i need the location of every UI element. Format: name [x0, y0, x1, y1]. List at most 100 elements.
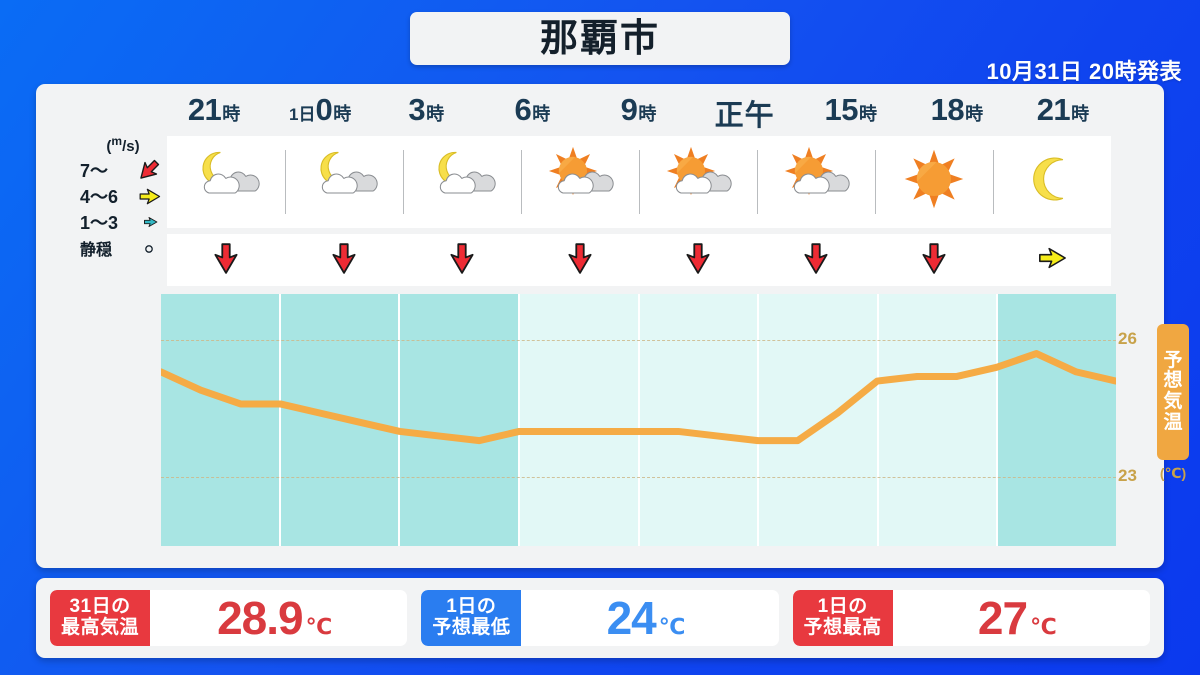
- summary-card-value: 24 ℃: [521, 591, 778, 645]
- moon-cloud-icon: [303, 143, 385, 222]
- page-title: 那覇市: [539, 17, 660, 60]
- hour-label: 正午: [692, 92, 798, 132]
- hour-label-suffix: 時: [222, 104, 241, 124]
- weather-icon-cell: [285, 136, 403, 228]
- hour-label: 21 時: [161, 92, 267, 132]
- wind-legend-unit: (m/s): [106, 134, 140, 155]
- hour-label-suffix: 時: [333, 104, 352, 124]
- chart-band-night: [398, 294, 518, 546]
- summary-tag-line2: 最高気温: [61, 617, 140, 638]
- summary-card: 1日の 予想最低 24 ℃: [421, 590, 779, 646]
- moon-cloud-icon: [185, 143, 267, 222]
- summary-temperature-value: 28.9: [217, 592, 304, 644]
- wind-legend-row: 静穏: [80, 235, 166, 261]
- wind-legend-label: 7〜: [80, 161, 109, 181]
- hour-label-value: 18: [930, 92, 965, 127]
- weather-icon-cell: [875, 136, 993, 228]
- y-tick-label: 26: [1118, 328, 1137, 348]
- hour-label-value: 0: [315, 92, 333, 127]
- wind-legend-row: 7〜: [80, 157, 166, 183]
- issued-timestamp: 10月31日 20時発表: [986, 59, 1182, 84]
- summary-temperature-unit: ℃: [305, 614, 333, 639]
- hour-label-value: 9: [620, 92, 638, 127]
- wind-legend-row: 1〜3: [80, 209, 166, 235]
- wind-arrow-icon: [681, 241, 715, 280]
- temperature-polyline: [161, 354, 1116, 441]
- wind-legend: (m/s) 7〜 4〜6 1〜3 静穏: [80, 134, 166, 259]
- hour-label-value: 6: [514, 92, 532, 127]
- temperature-axis: 26 23: [1118, 294, 1160, 546]
- summary-tag-line2: 予想最高: [803, 617, 882, 638]
- summary-bar: 31日の 最高気温 28.9 ℃ 1日の 予想最低 24 ℃ 1日の 予想最高 27 ℃: [36, 578, 1164, 658]
- hour-label: 15 時: [798, 92, 904, 132]
- sun-cloud-icon: [657, 143, 739, 222]
- weather-icon-row: [167, 136, 1111, 228]
- summary-card-tag: 1日の 予想最低: [421, 590, 522, 646]
- sun-cloud-icon: [775, 143, 857, 222]
- summary-card-value: 28.9 ℃: [150, 591, 407, 645]
- hour-label-prefix: 1日: [289, 105, 316, 124]
- weather-icon-cell: [403, 136, 521, 228]
- temperature-line: [161, 294, 1116, 546]
- axis-label-char: 温: [1163, 411, 1183, 433]
- hour-label-suffix: 時: [965, 104, 984, 124]
- hour-label: 21 時: [1010, 92, 1116, 132]
- wind-arrow-cell: [403, 234, 521, 286]
- moon-icon: [1011, 143, 1093, 222]
- summary-card-tag: 1日の 予想最高: [792, 590, 893, 646]
- chart-band-night: [996, 294, 1116, 546]
- weather-icon-cell: [993, 136, 1111, 228]
- wind-arrow-icon: [209, 241, 243, 280]
- location-title-plate: 那覇市: [410, 12, 790, 65]
- wind-legend-label: 4〜6: [80, 187, 119, 207]
- chart-band-day: [757, 294, 877, 546]
- wind-arrow-cell: [167, 234, 285, 286]
- summary-tag-line1: 31日の: [69, 596, 131, 618]
- wind-arrow-row: [167, 234, 1111, 286]
- wind-arrow-icon: [327, 241, 361, 280]
- hour-label-value: 21: [187, 92, 222, 127]
- wind-arrow-icon: [799, 241, 833, 280]
- summary-tag-line1: 1日の: [446, 596, 497, 618]
- wind-arrow-cell: [285, 234, 403, 286]
- hour-label-value: 3: [408, 92, 426, 127]
- summary-card: 31日の 最高気温 28.9 ℃: [50, 590, 408, 646]
- summary-card-tag: 31日の 最高気温: [50, 590, 151, 646]
- hour-label-suffix: 時: [638, 104, 657, 124]
- hour-label-suffix: 時: [532, 104, 551, 124]
- hour-label-value: 正午: [714, 100, 775, 132]
- summary-temperature-value: 27: [977, 592, 1028, 644]
- chart-band-day: [637, 294, 758, 546]
- moon-cloud-icon: [421, 143, 503, 222]
- wind-arrow-cell: [757, 234, 875, 286]
- hour-axis: 21 時 1日 0 時 3 時 6 時 9 時正午 15 時 18 時 21 時: [161, 92, 1116, 132]
- hour-label-suffix: 時: [426, 104, 445, 124]
- axis-label-char: 気: [1163, 391, 1183, 412]
- hour-label: 18 時: [904, 92, 1010, 132]
- summary-temperature-value: 24: [606, 592, 657, 644]
- wind-arrow-medium-yellow: [134, 185, 164, 208]
- wind-arrow-strong-red: [134, 157, 164, 183]
- forecast-card: 21 時 1日 0 時 3 時 6 時 9 時正午 15 時 18 時 21 時 (m/s) 7〜 4〜6 1〜3 静…: [36, 84, 1189, 568]
- hour-label-suffix: 時: [1071, 104, 1090, 124]
- summary-tag-line1: 1日の: [817, 596, 868, 618]
- axis-label-badge: 予想気温: [1157, 324, 1189, 460]
- wind-arrow-light-teal: [134, 213, 164, 231]
- axis-label-char: 予: [1163, 349, 1183, 371]
- y-tick-label: 23: [1118, 466, 1137, 486]
- summary-temperature-unit: ℃: [658, 614, 686, 639]
- hour-label-value: 21: [1036, 92, 1071, 127]
- chart-band-night: [161, 294, 279, 546]
- wind-arrow-cell: [639, 234, 757, 286]
- hour-label-suffix: 時: [858, 104, 877, 124]
- summary-tag-line2: 予想最低: [432, 617, 511, 638]
- wind-arrow-cell: [993, 234, 1111, 286]
- sun-icon: [893, 143, 975, 222]
- hour-label: 1日 0 時: [267, 92, 373, 132]
- wind-legend-row: 4〜6: [80, 183, 166, 209]
- summary-card-value: 27 ℃: [893, 591, 1150, 645]
- wind-arrow-icon: [563, 241, 597, 280]
